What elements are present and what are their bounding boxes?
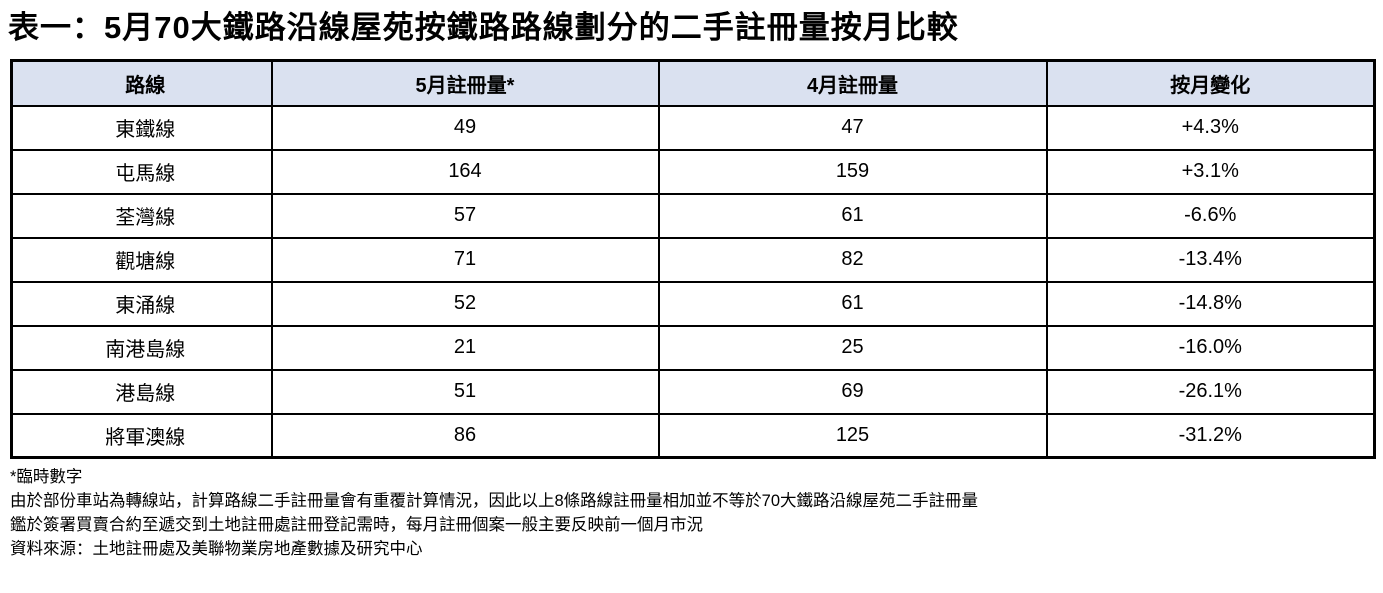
line-name-cell: 觀塘線 [10, 236, 273, 283]
may-volume-cell: 52 [270, 280, 660, 327]
apr-volume-cell: 125 [657, 412, 1048, 459]
line-name-cell: 南港島線 [10, 324, 273, 371]
apr-volume-cell: 69 [657, 368, 1048, 415]
column-header-line: 路線 [10, 59, 273, 107]
table-row: 港島線 51 69 -26.1% [10, 368, 1376, 415]
apr-volume-cell: 25 [657, 324, 1048, 371]
footnotes: *臨時數字 由於部份車站為轉線站，計算路線二手註冊量會有重覆計算情況，因此以上8… [10, 465, 1383, 561]
column-header-may-volume: 5月註冊量* [270, 59, 660, 107]
column-header-mom-change: 按月變化 [1045, 59, 1376, 107]
may-volume-cell: 51 [270, 368, 660, 415]
line-name-cell: 屯馬線 [10, 148, 273, 195]
line-name-cell: 荃灣線 [10, 192, 273, 239]
footnote-source: 資料來源：土地註冊處及美聯物業房地產數據及研究中心 [10, 540, 423, 559]
line-name-cell: 東鐵線 [10, 104, 273, 151]
mom-change-cell: -26.1% [1045, 368, 1376, 415]
may-volume-cell: 86 [270, 412, 660, 459]
footnote-provisional: *臨時數字 [10, 468, 83, 487]
may-volume-cell: 49 [270, 104, 660, 151]
table-body: 東鐵線 49 47 +4.3% 屯馬線 164 159 +3.1% 荃灣線 57 61 -6.6% 觀塘… [10, 104, 1376, 459]
mom-change-cell: +3.1% [1045, 148, 1376, 195]
table-row: 屯馬線 164 159 +3.1% [10, 148, 1376, 195]
footnote-interchange: 由於部份車站為轉線站，計算路線二手註冊量會有重覆計算情況，因此以上8條路線註冊量… [10, 492, 979, 511]
may-volume-cell: 21 [270, 324, 660, 371]
page-title: 表一：5月70大鐵路沿線屋苑按鐵路路線劃分的二手註冊量按月比較 [8, 10, 959, 45]
table-row: 東鐵線 49 47 +4.3% [10, 104, 1376, 151]
apr-volume-cell: 82 [657, 236, 1048, 283]
registration-table: 路線 5月註冊量* 4月註冊量 按月變化 東鐵線 49 47 +4.3% 屯馬線 164 1… [10, 59, 1376, 460]
line-name-cell: 港島線 [10, 368, 273, 415]
column-header-apr-volume: 4月註冊量 [657, 59, 1048, 107]
line-name-cell: 將軍澳線 [10, 412, 273, 459]
footnote-registration: 鑑於簽署買賣合約至遞交到土地註冊處註冊登記需時，每月註冊個案一般主要反映前一個月… [10, 516, 703, 535]
apr-volume-cell: 47 [657, 104, 1048, 151]
apr-volume-cell: 159 [657, 148, 1048, 195]
apr-volume-cell: 61 [657, 192, 1048, 239]
mom-change-cell: -31.2% [1045, 412, 1376, 459]
table-row: 南港島線 21 25 -16.0% [10, 324, 1376, 371]
apr-volume-cell: 61 [657, 280, 1048, 327]
table-row: 荃灣線 57 61 -6.6% [10, 192, 1376, 239]
mom-change-cell: -16.0% [1045, 324, 1376, 371]
table-row: 將軍澳線 86 125 -31.2% [10, 412, 1376, 459]
mom-change-cell: -14.8% [1045, 280, 1376, 327]
table-header-row: 路線 5月註冊量* 4月註冊量 按月變化 [10, 59, 1376, 107]
table-row: 東涌線 52 61 -14.8% [10, 280, 1376, 327]
mom-change-cell: +4.3% [1045, 104, 1376, 151]
line-name-cell: 東涌線 [10, 280, 273, 327]
table-row: 觀塘線 71 82 -13.4% [10, 236, 1376, 283]
may-volume-cell: 57 [270, 192, 660, 239]
mom-change-cell: -13.4% [1045, 236, 1376, 283]
may-volume-cell: 71 [270, 236, 660, 283]
may-volume-cell: 164 [270, 148, 660, 195]
mom-change-cell: -6.6% [1045, 192, 1376, 239]
